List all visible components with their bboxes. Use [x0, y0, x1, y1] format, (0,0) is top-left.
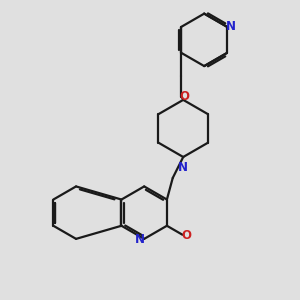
Text: N: N: [135, 233, 145, 246]
Text: O: O: [180, 90, 190, 103]
Text: N: N: [226, 20, 236, 33]
Text: N: N: [178, 161, 188, 174]
Text: O: O: [182, 230, 191, 242]
